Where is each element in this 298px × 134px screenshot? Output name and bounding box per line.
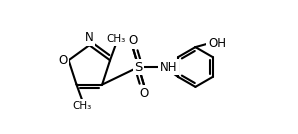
Text: NH: NH [160,60,177,74]
Text: O: O [58,54,68,67]
Text: O: O [140,87,149,100]
Text: OH: OH [208,37,226,50]
Text: S: S [134,60,143,74]
Text: CH₃: CH₃ [72,101,92,111]
Text: O: O [128,34,137,47]
Text: N: N [85,31,94,44]
Text: CH₃: CH₃ [106,34,125,44]
